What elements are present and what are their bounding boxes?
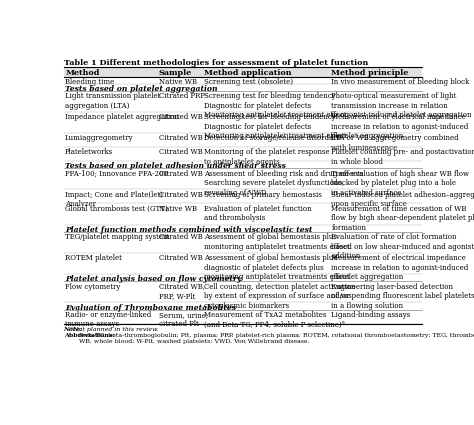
Text: Measurement of time cessation of WB
flow by high shear-dependent platelet plug
f: Measurement of time cessation of WB flow… bbox=[331, 205, 474, 232]
Text: Citrated PRP: Citrated PRP bbox=[159, 92, 205, 100]
Text: Measurement of electrical impedance
increase in relation to agonist-induced
plat: Measurement of electrical impedance incr… bbox=[331, 254, 469, 281]
Text: Platelet function methods combined with viscoelastic test: Platelet function methods combined with … bbox=[65, 226, 312, 234]
Text: Plateletworks: Plateletworks bbox=[65, 148, 113, 156]
Text: Impedance platelet aggregation: Impedance platelet aggregation bbox=[65, 113, 179, 121]
Text: Measurement of TxA2 metabolites
(and Beta-TG, PF4, soluble P-selectine)°: Measurement of TxA2 metabolites (and Bet… bbox=[204, 311, 345, 329]
Text: In vivo measurement of bleeding block: In vivo measurement of bleeding block bbox=[331, 78, 470, 86]
Text: Cell counting, detection platelet activation
by extent of expression of surface : Cell counting, detection platelet activa… bbox=[204, 283, 355, 309]
Text: Evaluation of rate of clot formation
based on low shear-induced and agonist
addi: Evaluation of rate of clot formation bas… bbox=[331, 233, 474, 260]
Bar bbox=[64, 190, 422, 204]
Bar bbox=[64, 204, 422, 224]
Text: Native WB: Native WB bbox=[159, 205, 197, 213]
Text: Lumiaggregometry: Lumiaggregometry bbox=[65, 134, 134, 142]
Bar bbox=[64, 133, 422, 147]
Text: Abbreviations:: Abbreviations: bbox=[64, 334, 117, 338]
Bar bbox=[64, 309, 422, 323]
Text: Screening test (obsolete): Screening test (obsolete) bbox=[204, 78, 292, 86]
Text: Citrated WB: Citrated WB bbox=[159, 170, 202, 178]
Text: Citrated WB: Citrated WB bbox=[159, 134, 202, 142]
Text: Table 1 Different methodologies for assessment of platelet function: Table 1 Different methodologies for asse… bbox=[64, 59, 368, 67]
Bar bbox=[64, 232, 422, 253]
Text: Native WB: Native WB bbox=[159, 78, 197, 86]
Text: Note:: Note: bbox=[64, 327, 85, 332]
Text: Impact; Cone and Plate(let)
Analyzer: Impact; Cone and Plate(let) Analyzer bbox=[65, 191, 163, 208]
Text: Engineering laser-based detection
of suspending fluorescent label platelets
in a: Engineering laser-based detection of sus… bbox=[331, 283, 474, 309]
Text: Beta-TG, beta-thromboglobulin; Plt, plasma; PRP, platelet-rich plasma; ROTEM, ro: Beta-TG, beta-thromboglobulin; Plt, plas… bbox=[79, 334, 474, 344]
Text: Method: Method bbox=[65, 69, 100, 76]
Text: Assessment of global hemostasis plus
diagnostic of platelet defects plus
monitor: Assessment of global hemostasis plus dia… bbox=[204, 254, 349, 281]
Text: Flow cytometry: Flow cytometry bbox=[65, 283, 120, 291]
Text: Platelet analysis based on flow cytometry: Platelet analysis based on flow cytometr… bbox=[65, 275, 241, 283]
Bar bbox=[64, 91, 422, 112]
Bar bbox=[64, 281, 422, 302]
Text: Screening test for bleeding tendency
Diagnostic for platelet defects
Monitoring : Screening test for bleeding tendency Dia… bbox=[204, 92, 346, 119]
Bar bbox=[64, 112, 422, 133]
Text: Light transmission platelet
aggregation (LTA): Light transmission platelet aggregation … bbox=[65, 92, 160, 110]
Text: Time evaluation of high shear WB flow
blocked by platelet plug into a hole
in ac: Time evaluation of high shear WB flow bl… bbox=[331, 170, 469, 197]
Text: Shear-induced platelet adhesion–aggregation
upon specific surface: Shear-induced platelet adhesion–aggregat… bbox=[331, 191, 474, 208]
Bar bbox=[64, 253, 422, 274]
Text: Assessment of bleeding risk and drug effects
Searching severe platelet dysfuncti: Assessment of bleeding risk and drug eff… bbox=[204, 170, 363, 197]
Text: TEG/platelet mapping system: TEG/platelet mapping system bbox=[65, 233, 170, 241]
Text: Platelet counting pre- and postactivation
in whole blood: Platelet counting pre- and postactivatio… bbox=[331, 148, 474, 166]
Bar bbox=[64, 76, 422, 84]
Text: LTA or WB aggregometry combined
with luminescence: LTA or WB aggregometry combined with lum… bbox=[331, 134, 459, 152]
Text: Citrated WB: Citrated WB bbox=[159, 233, 202, 241]
Text: ROTEM platelet: ROTEM platelet bbox=[65, 254, 122, 262]
Text: Detection of storage/release disorders: Detection of storage/release disorders bbox=[204, 134, 339, 142]
Text: Serum, urine,
citrated Plt: Serum, urine, citrated Plt bbox=[159, 311, 208, 329]
Text: Tests based on platelet adhesion under shear stress: Tests based on platelet adhesion under s… bbox=[65, 162, 286, 170]
Text: Citrated WB: Citrated WB bbox=[159, 191, 202, 199]
Bar bbox=[64, 147, 422, 161]
Text: Evaluation of platelet function
and thrombolysis: Evaluation of platelet function and thro… bbox=[204, 205, 311, 222]
Text: Photo-optical measurement of light
transmission increase in relation
to agonist-: Photo-optical measurement of light trans… bbox=[331, 92, 472, 119]
Text: Ligand-binding assays: Ligand-binding assays bbox=[331, 311, 410, 319]
Bar bbox=[64, 68, 422, 76]
Text: Citrated WB: Citrated WB bbox=[159, 148, 202, 156]
Text: Bleeding time: Bleeding time bbox=[65, 78, 114, 86]
Text: Assessment of global hemostasis plus
monitoring antiplatelet treatments effect: Assessment of global hemostasis plus mon… bbox=[204, 233, 349, 251]
Text: Tests based on platelet aggregation: Tests based on platelet aggregation bbox=[65, 85, 218, 93]
Text: Monitoring of the platelet response
to antiplatelet agents: Monitoring of the platelet response to a… bbox=[204, 148, 329, 166]
Text: Citrated WB: Citrated WB bbox=[159, 254, 202, 262]
Text: Screening test for bleeding tendency
Diagnostic for platelet defects
Monitoring : Screening test for bleeding tendency Dia… bbox=[204, 113, 346, 140]
Text: °Not planned in this review.: °Not planned in this review. bbox=[70, 327, 159, 332]
Bar bbox=[64, 168, 422, 190]
Text: Citrated WB,
PRP, W-Plt: Citrated WB, PRP, W-Plt bbox=[159, 283, 205, 300]
Text: Measurement of electrical impedance
increase in relation to agonist-induced
plat: Measurement of electrical impedance incr… bbox=[331, 113, 469, 140]
Text: Evaluation of Thromboxane metabolites: Evaluation of Thromboxane metabolites bbox=[65, 303, 236, 312]
Text: Sample: Sample bbox=[159, 69, 192, 76]
Text: PFA-100; Innovance PFA-200: PFA-100; Innovance PFA-200 bbox=[65, 170, 168, 178]
Text: Method application: Method application bbox=[204, 69, 291, 76]
Text: Citrated WB: Citrated WB bbox=[159, 113, 202, 121]
Text: Method principle: Method principle bbox=[331, 69, 409, 76]
Text: Radio- or enzyme-linked
immune assays: Radio- or enzyme-linked immune assays bbox=[65, 311, 151, 329]
Text: Screening of primary hemostasis: Screening of primary hemostasis bbox=[204, 191, 321, 199]
Text: Global thrombosis test (GTT): Global thrombosis test (GTT) bbox=[65, 205, 168, 213]
